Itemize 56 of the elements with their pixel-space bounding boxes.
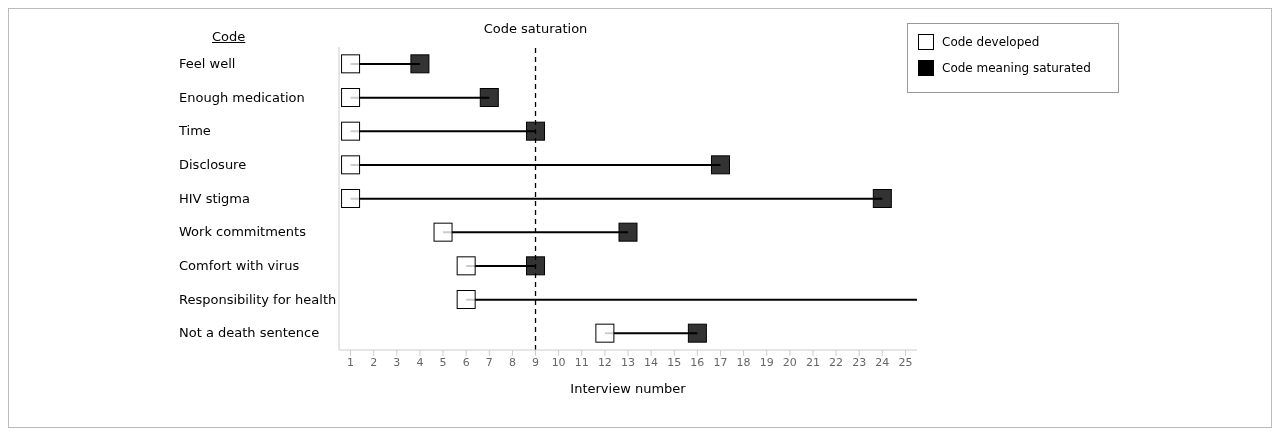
- x-tick-label: 13: [621, 355, 635, 369]
- point: [341, 155, 361, 175]
- x-tick-label: 14: [644, 355, 659, 369]
- x-tick-label: 25: [898, 355, 913, 369]
- x-tick-label: 19: [759, 355, 774, 369]
- point: [526, 256, 546, 276]
- x-tick-label: 4: [416, 355, 424, 369]
- x-tick-label: 1: [347, 355, 355, 369]
- y-tick-label: HIV stigma: [179, 190, 250, 206]
- point: [872, 189, 892, 208]
- y-tick-label: Feel well: [179, 55, 236, 71]
- x-tick-label: 5: [439, 355, 447, 369]
- x-tick-label: 9: [532, 355, 540, 369]
- point: [456, 290, 476, 309]
- x-tick-label: 2: [370, 355, 378, 369]
- point: [456, 256, 476, 276]
- x-tick-label: 22: [829, 355, 844, 369]
- point: [341, 121, 361, 141]
- x-axis-title: Interview number: [570, 381, 687, 396]
- point: [341, 54, 361, 74]
- point: [410, 54, 430, 74]
- x-tick-label: 12: [597, 355, 612, 369]
- x-tick-label: 23: [852, 355, 867, 369]
- x-tick-label: 10: [551, 355, 566, 369]
- y-tick-label: Disclosure: [179, 156, 247, 172]
- point: [479, 88, 499, 107]
- y-tick-label: Enough medication: [179, 89, 305, 105]
- y-tick-label: Work commitments: [179, 224, 307, 240]
- y-tick-label: Responsibility for health: [179, 291, 337, 307]
- y-axis-title: Code: [212, 29, 246, 44]
- x-tick-label: 21: [805, 355, 820, 369]
- x-tick-label: 3: [393, 355, 401, 369]
- x-tick-label: 8: [508, 355, 516, 369]
- point: [341, 88, 361, 107]
- point: [618, 222, 638, 242]
- x-tick-label: 16: [690, 355, 705, 369]
- point: [526, 121, 546, 141]
- x-tick-label: 7: [485, 355, 493, 369]
- x-tick-label: 20: [782, 355, 797, 369]
- point: [341, 189, 361, 208]
- y-tick-label: Comfort with virus: [179, 257, 300, 273]
- x-tick-label: 18: [736, 355, 751, 369]
- x-tick-label: 11: [574, 355, 589, 369]
- point: [710, 155, 730, 175]
- legend-label: Code developed: [942, 35, 1040, 49]
- y-tick-label: Not a death sentence: [179, 325, 320, 341]
- x-tick-label: 15: [667, 355, 682, 369]
- legend-label: Code meaning saturated: [942, 61, 1091, 75]
- x-tick-label: 17: [713, 355, 728, 369]
- point: [433, 222, 453, 242]
- ref-line-label: Code saturation: [483, 21, 588, 36]
- point: [595, 323, 615, 343]
- y-tick-label: Time: [178, 123, 211, 139]
- point: [687, 323, 707, 343]
- x-tick-label: 24: [875, 355, 890, 369]
- x-tick-label: 6: [462, 355, 470, 369]
